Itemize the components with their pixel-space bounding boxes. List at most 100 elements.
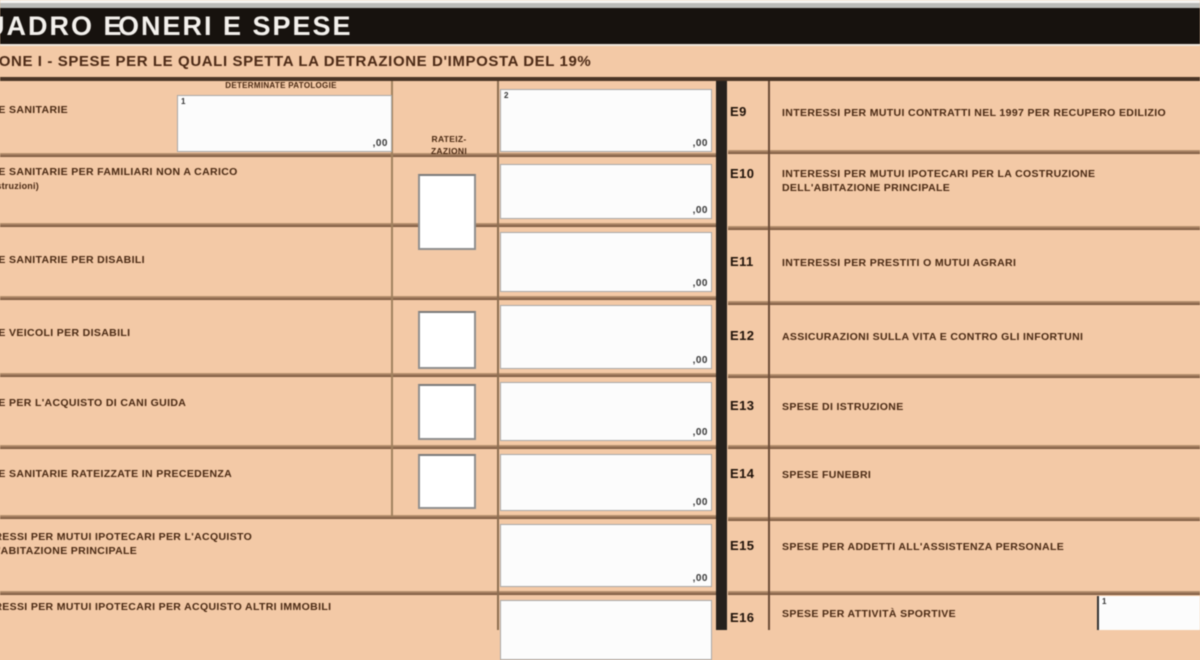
row-label-text: ASSICURAZIONI SULLA VITA E CONTRO GLI IN…	[782, 331, 1084, 343]
cents-suffix: ,00	[372, 138, 388, 149]
rateizzazioni-header-line: RATEIZ-	[431, 134, 467, 144]
row-label-e14: SPESE FUNEBRI	[782, 469, 871, 483]
row-label-text: SPESE FUNEBRI	[782, 469, 872, 481]
amount-field-e16[interactable]: 1	[1097, 596, 1200, 630]
row-label-text: DELL'ABITAZIONE PRINCIPALE	[782, 181, 951, 194]
row-separator	[0, 223, 716, 227]
amount-field-e8[interactable]	[500, 600, 712, 660]
column-number: 1	[181, 97, 186, 106]
row-label-text: INTERESSI PER MUTUI CONTRATTI NEL 1997 P…	[782, 107, 1167, 119]
row-label-text: DELL'ABITAZIONE PRINCIPALE	[0, 544, 138, 557]
quadro-title: ONERI E SPESE	[118, 11, 353, 41]
row-code-e12: E12	[730, 328, 755, 343]
row-label-e11: INTERESSI PER PRESTITI O MUTUI AGRARI	[782, 257, 1016, 271]
row-separator	[728, 150, 1200, 154]
section-rule	[0, 77, 1200, 81]
row-label-text: SPESE SANITARIE RATEIZZATE IN PRECEDENZA	[0, 468, 233, 480]
cents-suffix: ,00	[692, 427, 708, 438]
column-number: 1	[1102, 597, 1107, 606]
row-separator	[0, 153, 716, 157]
amount-field-e5[interactable]: ,00	[500, 382, 712, 441]
amount-field-e1-patologie[interactable]: 1 ,00	[177, 95, 392, 152]
column-line	[497, 81, 499, 630]
amount-field-e4[interactable]: ,00	[500, 305, 712, 369]
row-label-e2: SPESE SANITARIE PER FAMILIARI NON A CARI…	[0, 166, 439, 193]
section-header: SEZIONE I - SPESE PER LE QUALI SPETTA LA…	[0, 46, 1200, 77]
row-code-e13: E13	[730, 398, 755, 413]
row-label-text: SPESE PER ATTIVITÀ SPORTIVE	[782, 608, 956, 620]
row-label-text: SPESE SANITARIE	[0, 104, 68, 116]
row-label-text: INTERESSI PER MUTUI IPOTECARI PER ACQUIS…	[0, 601, 332, 613]
center-divider	[716, 81, 727, 630]
amount-field-e6[interactable]: ,00	[500, 454, 712, 511]
row-separator	[0, 445, 716, 449]
row-separator	[0, 515, 716, 519]
row-label-e9: INTERESSI PER MUTUI CONTRATTI NEL 1997 P…	[782, 107, 1166, 121]
amount-field-e2[interactable]: ,00	[500, 164, 712, 219]
row-label-text: SPESE DI ISTRUZIONE	[782, 401, 904, 413]
quadro-title-bar: QUADRO E ONERI E SPESE	[0, 8, 1200, 44]
row-label-e13: SPESE DI ISTRUZIONE	[782, 401, 904, 415]
row-code-e11: E11	[730, 254, 754, 269]
row-label-e7: INTERESSI PER MUTUI IPOTECARI PER L'ACQU…	[0, 531, 439, 558]
row-code-e14: E14	[730, 466, 755, 481]
quadro-letter: QUADRO E	[0, 11, 124, 41]
rata-box-e4[interactable]	[418, 311, 476, 369]
row-label-e5: SPESE PER L'ACQUISTO DI CANI GUIDA	[0, 397, 439, 411]
row-label-e10: INTERESSI PER MUTUI IPOTECARI PER LA COS…	[782, 168, 1095, 195]
column-number: 2	[504, 91, 509, 100]
amount-field-e1[interactable]: 2 ,00	[500, 89, 712, 152]
cents-suffix: ,00	[692, 278, 708, 289]
rateizzazioni-header: RATEIZ- ZAZIONI	[402, 133, 496, 157]
row-separator	[728, 591, 1200, 595]
cents-suffix: ,00	[692, 497, 708, 508]
amount-field-e7[interactable]: ,00	[500, 524, 712, 587]
amount-field-e3[interactable]: ,00	[500, 232, 712, 292]
code-column-line	[768, 81, 770, 630]
determinate-patologie-label: DETERMINATE PATOLOGIE	[225, 81, 337, 90]
row-label-e16: SPESE PER ATTIVITÀ SPORTIVE	[782, 608, 956, 622]
row-label-e6: SPESE SANITARIE RATEIZZATE IN PRECEDENZA	[0, 468, 439, 482]
row-label-text: INTERESSI PER MUTUI IPOTECARI PER LA COS…	[782, 168, 1096, 180]
row-code-e16: E16	[730, 610, 755, 625]
row-separator	[0, 296, 716, 300]
row-label-e4: SPESE VEICOLI PER DISABILI	[0, 327, 439, 341]
row-label-text: SPESE SANITARIE PER FAMILIARI NON A CARI…	[0, 166, 238, 178]
top-strip	[0, 0, 1200, 3]
titlebar-underline	[0, 44, 1200, 46]
row-label-text: SPESE SANITARIE PER DISABILI	[0, 254, 145, 266]
row-label-e12: ASSICURAZIONI SULLA VITA E CONTRO GLI IN…	[782, 331, 1083, 345]
column-line	[391, 81, 393, 517]
row-label-text: SPESE VEICOLI PER DISABILI	[0, 327, 131, 339]
row-separator	[0, 591, 716, 595]
row-separator	[728, 374, 1200, 378]
row-separator	[0, 373, 716, 377]
section-title: SEZIONE I - SPESE PER LE QUALI SPETTA LA…	[0, 53, 592, 70]
rateizzazioni-checkbox[interactable]	[418, 174, 476, 250]
rata-box-e6[interactable]	[418, 454, 476, 509]
row-label-text: SPESE PER L'ACQUISTO DI CANI GUIDA	[0, 397, 187, 409]
rateizzazioni-header-line: ZAZIONI	[430, 146, 468, 156]
row-separator	[728, 301, 1200, 305]
row-separator	[728, 226, 1200, 230]
row-label-text: SPESE PER ADDETTI ALL'ASSISTENZA PERSONA…	[782, 541, 1065, 553]
row-code-e10: E10	[730, 166, 755, 181]
row-label-e8: INTERESSI PER MUTUI IPOTECARI PER ACQUIS…	[0, 601, 439, 615]
row-label-e1: SPESE SANITARIE	[0, 104, 439, 118]
rata-box-e5[interactable]	[418, 384, 476, 440]
row-code-e9: E9	[730, 104, 747, 119]
cents-suffix: ,00	[692, 205, 708, 216]
row-label-e15: SPESE PER ADDETTI ALL'ASSISTENZA PERSONA…	[782, 541, 1064, 555]
row-label-text: INTERESSI PER MUTUI IPOTECARI PER L'ACQU…	[0, 531, 253, 543]
row-separator	[728, 517, 1200, 521]
cents-suffix: ,00	[692, 138, 708, 149]
top-strip-shadow	[0, 3, 1200, 8]
row-label-note: (vedi istruzioni)	[0, 180, 39, 191]
cents-suffix: ,00	[692, 355, 708, 366]
row-label-text: INTERESSI PER PRESTITI O MUTUI AGRARI	[782, 257, 1017, 269]
row-code-e15: E15	[730, 538, 755, 553]
cents-suffix: ,00	[692, 573, 708, 584]
row-separator	[728, 445, 1200, 449]
row-label-e3: SPESE SANITARIE PER DISABILI	[0, 254, 439, 268]
